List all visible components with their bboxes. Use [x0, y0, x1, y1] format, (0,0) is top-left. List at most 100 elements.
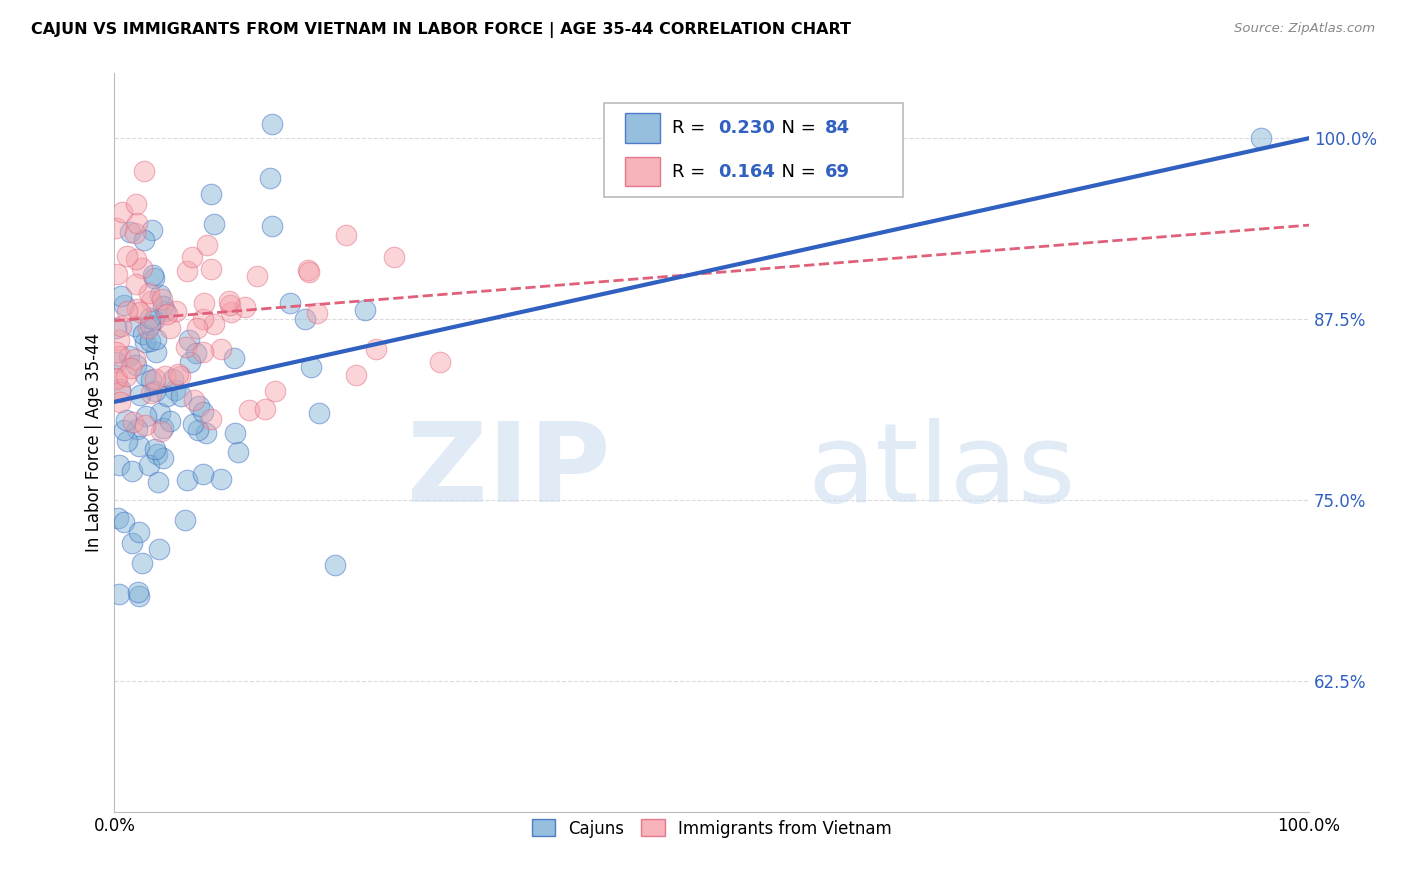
Point	[156, 307, 179, 321]
Point	[382, 250, 405, 264]
Point	[128, 589, 150, 603]
Point	[110, 395, 132, 409]
Point	[108, 333, 131, 347]
Point	[134, 163, 156, 178]
Text: 69: 69	[825, 162, 851, 180]
Point	[139, 318, 162, 332]
Point	[127, 584, 149, 599]
Point	[105, 267, 128, 281]
Point	[1250, 131, 1272, 145]
Point	[115, 368, 138, 383]
Point	[222, 351, 245, 366]
Point	[200, 262, 222, 277]
Point	[104, 372, 127, 386]
Point	[245, 269, 267, 284]
Point	[139, 293, 162, 308]
Point	[202, 217, 225, 231]
Point	[202, 317, 225, 331]
Point	[155, 303, 177, 318]
Text: N =: N =	[770, 162, 821, 180]
Point	[145, 332, 167, 346]
Point	[125, 252, 148, 266]
Point	[146, 475, 169, 489]
Point	[121, 464, 143, 478]
Point	[104, 345, 127, 359]
Point	[131, 556, 153, 570]
Text: R =: R =	[672, 162, 711, 180]
Point	[129, 387, 152, 401]
Point	[179, 355, 201, 369]
Point	[169, 388, 191, 402]
Point	[125, 196, 148, 211]
Point	[138, 285, 160, 300]
Point	[191, 345, 214, 359]
Text: 0.230: 0.230	[717, 119, 775, 137]
Point	[259, 170, 281, 185]
Point	[278, 296, 301, 310]
Point	[183, 392, 205, 407]
Point	[323, 558, 346, 573]
Point	[138, 334, 160, 348]
Point	[112, 298, 135, 312]
Point	[335, 227, 357, 242]
Point	[118, 349, 141, 363]
Point	[200, 412, 222, 426]
Point	[134, 335, 156, 350]
Point	[187, 423, 209, 437]
Point	[181, 417, 204, 431]
Point	[121, 536, 143, 550]
Point	[262, 219, 284, 233]
Point	[138, 311, 160, 326]
Point	[366, 343, 388, 357]
Point	[117, 434, 139, 449]
Point	[149, 406, 172, 420]
Point	[125, 423, 148, 437]
Text: 0.164: 0.164	[717, 162, 775, 180]
Point	[131, 260, 153, 275]
Point	[152, 451, 174, 466]
Point	[107, 511, 129, 525]
Point	[115, 413, 138, 427]
Point	[115, 304, 138, 318]
Point	[124, 352, 146, 367]
Point	[105, 321, 128, 335]
Point	[110, 288, 132, 302]
Point	[143, 372, 166, 386]
Point	[193, 405, 215, 419]
Point	[142, 268, 165, 282]
Point	[176, 340, 198, 354]
Point	[173, 513, 195, 527]
FancyBboxPatch shape	[624, 157, 661, 186]
Point	[224, 425, 246, 440]
Point	[152, 421, 174, 435]
Text: R =: R =	[672, 119, 711, 137]
Point	[218, 293, 240, 308]
Text: atlas: atlas	[807, 418, 1076, 525]
Point	[297, 263, 319, 277]
Point	[108, 385, 131, 400]
Point	[169, 369, 191, 384]
Point	[142, 313, 165, 327]
Point	[354, 303, 377, 318]
Point	[260, 117, 283, 131]
Point	[143, 442, 166, 456]
Point	[139, 373, 162, 387]
Point	[209, 472, 232, 486]
Point	[112, 423, 135, 437]
Point	[141, 385, 163, 400]
Point	[194, 425, 217, 440]
Point	[176, 473, 198, 487]
Point	[134, 233, 156, 247]
Point	[108, 382, 131, 396]
Point	[145, 345, 167, 359]
Point	[125, 277, 148, 292]
Point	[135, 409, 157, 424]
Point	[209, 342, 232, 356]
Point	[165, 304, 187, 318]
Point	[176, 264, 198, 278]
FancyBboxPatch shape	[624, 113, 661, 143]
Point	[180, 251, 202, 265]
Point	[298, 265, 321, 279]
Point	[128, 524, 150, 539]
Point	[228, 444, 250, 458]
